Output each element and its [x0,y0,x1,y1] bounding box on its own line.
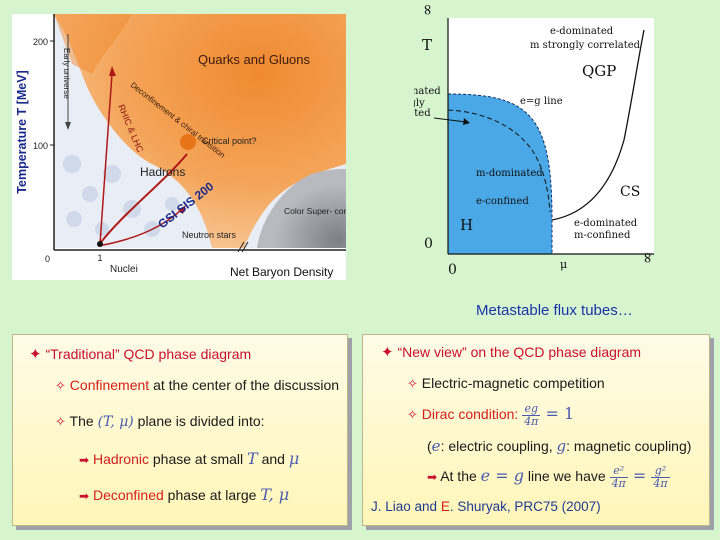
new-view-heading: “New view” on the QCD phase diagram [397,344,642,360]
qcd-phase-diagram-traditional: Temperature T [MeV] 200 100 0 1 Nuclei N… [12,14,346,280]
eg-line-label: e=g line [520,96,563,107]
fraction-equals: = [627,466,652,486]
dirac-term: Dirac condition: [421,406,523,423]
hadronic-rest: phase at small [148,451,248,467]
correlated-label: correlated [414,108,431,119]
hadronic-and: and [257,451,289,467]
t-axis-label: T [422,36,432,54]
ref-e: E [440,499,450,514]
ref-post: . Shuryak, PRC75 (2007) [449,499,601,514]
plane-the: The [69,413,98,429]
x-tick-1: 1 [97,253,102,263]
mu-label: μ [560,258,567,271]
m-dominated-inner: m-dominated [476,168,543,179]
e-squared-fraction: e² 4π [609,464,628,490]
color-superconductor-region [257,168,346,248]
critical-point-label: Critical point? [202,136,257,146]
phase-diagram-canvas: Temperature T [MeV] 200 100 0 1 Nuclei N… [12,14,346,280]
cs-label: CS [620,184,640,200]
coupling-g: g [556,437,567,455]
confinement-rest: at the center of the discussion [149,377,340,393]
diamond-bullet-icon: ✧ [407,376,418,391]
plane-divided-row: ✧ The (T, μ) plane is divided into: [55,413,265,430]
metastable-flux-tubes-caption: Metastable flux tubes… [476,302,633,319]
traditional-view-box: ✦ “Traditional” QCD phase diagram ✧ Conf… [12,334,348,526]
hadronic-term: Hadronic [92,451,149,467]
y-tick-200: 200 [33,37,48,47]
competition-text: Electric-magnetic competition [421,375,605,391]
eg-line-row: ➡ At the e = g line we have e² 4π = g² 4π [427,465,670,490]
arrow-bullet-icon: ➡ [79,489,90,503]
m-strongly-correlated: m strongly correlated [530,40,641,51]
qgp-label: QGP [582,62,616,80]
m-confined-label: m-confined [574,230,631,241]
x-axis-label: Net Baryon Density [230,265,333,279]
g-squared-fraction: g² 4π [651,464,670,490]
coupling-e: e [431,437,441,455]
star-bullet-icon: ✦ [381,344,394,361]
dirac-row: ✧ Dirac condition: eg 4π = 1 [407,403,574,428]
eg-line [447,109,551,213]
critical-point-marker [180,134,196,150]
e-equals-g: e = g [480,466,524,486]
large-t-mu: T, μ [260,485,290,504]
coupling-open: ( [427,438,432,454]
hadron-confined-region [447,93,553,255]
traditional-heading: “Traditional” QCD phase diagram [45,346,252,362]
qcd-phase-diagram-new-view: ∞ T 0 0 μ ∞ e-dominated m strongly corre… [374,0,660,280]
coupling-row: (e: electric coupling, g: magnetic coupl… [427,437,691,455]
arrow-bullet-icon: ➡ [427,470,438,485]
star-bullet-icon: ✦ [29,346,42,363]
hadrons-label: Hadrons [140,165,185,179]
neutron-stars-label: Neutron stars [182,230,237,240]
new-view-canvas: ∞ T 0 0 μ ∞ e-dominated m strongly corre… [374,4,656,279]
t-mu-plane: (T, μ) [97,414,134,430]
early-universe-label: Early universe [62,48,71,99]
competition-row: ✧ Electric-magnetic competition [407,375,605,392]
diamond-bullet-icon: ✧ [55,378,66,393]
infinity-top: ∞ [418,4,436,17]
new-view-box: ✦ “New view” on the QCD phase diagram ✧ … [362,334,710,526]
zero-mu: 0 [448,262,457,278]
deconfinement-transition-line [97,153,188,247]
dirac-fraction: eg 4π [522,402,541,428]
e-confined-label: e-confined [476,196,529,207]
y-tick-100: 100 [33,141,48,151]
diamond-bullet-icon: ✧ [55,414,66,429]
eg-post: line we have [523,468,610,485]
cs-boundary [551,29,645,221]
m-dominated-left: m-dominated [414,86,441,97]
quark-gluon-region [54,14,346,248]
hadronic-row: ➡ Hadronic phase at small T and μ [79,449,299,468]
ref-pre: J. Liao and [371,499,441,514]
e-dominated-top: e-dominated [550,26,614,37]
nuclei-label: Nuclei [110,264,138,275]
h-label: H [460,216,473,234]
eg-pre: At the [440,468,481,485]
plane-rest: plane is divided into: [133,413,265,429]
deconfined-rest: phase at large [163,487,261,503]
diamond-bullet-icon: ✧ [407,407,418,423]
dirac-equals-one: = 1 [540,404,575,424]
zero-t: 0 [424,236,433,252]
new-view-heading-row: ✦ “New view” on the QCD phase diagram [381,343,641,361]
deconfined-row: ➡ Deconfined phase at large T, μ [79,485,289,504]
color-superconductor-label: Color Super- conductor? [284,206,346,216]
small-mu: μ [288,449,300,468]
infinity-right: ∞ [638,252,656,265]
coupling-end: : magnetic coupling) [566,438,692,454]
y-tick-0: 0 [45,254,50,264]
quarks-gluons-label: Quarks and Gluons [198,52,311,67]
y-axis-label: Temperature T [MeV] [15,70,29,193]
coupling-mid: : electric coupling, [440,438,557,454]
deconfined-term: Deconfined [92,487,164,503]
confinement-row: ✧ Confinement at the center of the discu… [55,377,339,394]
confinement-term: Confinement [69,377,150,393]
e-dominated-bottom: e-dominated [574,218,638,229]
reference-row: J. Liao and E. Shuryak, PRC75 (2007) [371,499,601,514]
arrow-bullet-icon: ➡ [79,453,90,467]
traditional-heading-row: ✦ “Traditional” QCD phase diagram [29,345,251,363]
small-t: T [247,449,258,468]
